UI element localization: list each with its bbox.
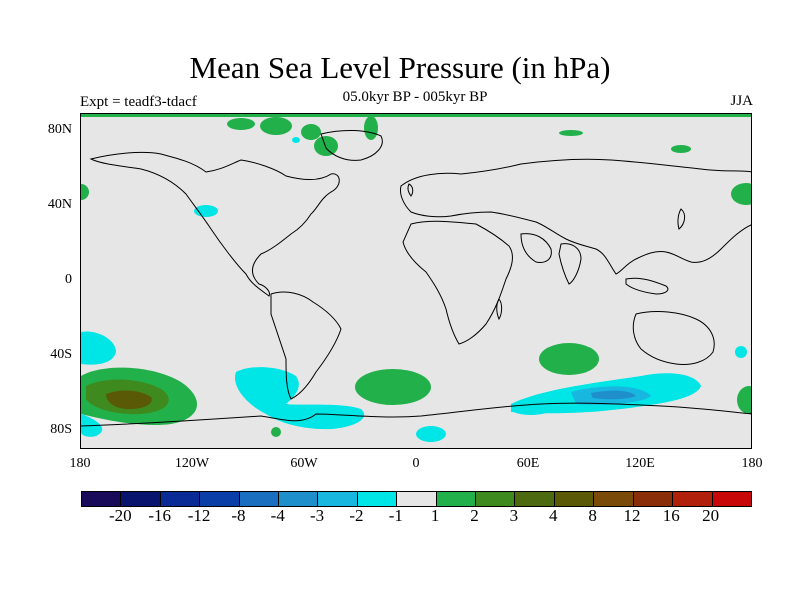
colorbar-label: 1 (430, 506, 440, 525)
spacific-neg-a (81, 331, 116, 365)
coast-south-america (270, 291, 342, 400)
colorbar-swatch (160, 492, 201, 506)
arctic-band (81, 114, 751, 117)
experiment-label: Expt = teadf3-tdacf (80, 94, 197, 110)
colorbar-swatch (712, 492, 751, 506)
colorbar-label: -4 (270, 506, 285, 525)
x-tick-120e: 120E (625, 456, 655, 471)
y-tick-80s: 80S (50, 422, 72, 437)
arctic-blob-4 (364, 116, 378, 140)
colorbar-swatch (633, 492, 674, 506)
antarctic-neg-2 (511, 403, 551, 415)
colorbar-label: -2 (349, 506, 364, 525)
colorbar-label: 20 (702, 506, 720, 525)
coast-uk (407, 183, 414, 197)
arctic-blob-6 (671, 145, 691, 153)
x-tick-60e: 60E (516, 456, 540, 471)
arctic-blob-5 (559, 130, 583, 136)
colorbar-label: 16 (662, 506, 680, 525)
season-label: JJA (730, 93, 753, 109)
x-tick-120w: 120W (174, 456, 210, 471)
coast-antarctica (81, 402, 751, 427)
colorbar-swatch (239, 492, 280, 506)
npacific-blob-w (81, 184, 89, 200)
colorbar-swatch (121, 492, 161, 506)
colorbar-swatch (476, 492, 516, 506)
y-tick-40n: 40N (47, 197, 72, 212)
colorbar-label: -20 (109, 506, 132, 525)
antarctic-neg (416, 426, 446, 442)
x-tick-0: 0 (412, 456, 420, 471)
x-tick-180w: 180 (69, 456, 91, 471)
coast-india (558, 243, 582, 285)
ne-pacific-neg (194, 205, 218, 217)
y-tick-0: 0 (65, 272, 72, 287)
colorbar-swatch (397, 492, 437, 506)
chart-title: Mean Sea Level Pressure (in hPa) (189, 50, 611, 85)
map-frame (80, 113, 752, 449)
colorbar-swatch (673, 492, 713, 506)
colorbar-label: -1 (388, 506, 403, 525)
sindian-neg3 (591, 390, 636, 400)
colorbar-label: 12 (623, 506, 641, 525)
colorbar-label: -8 (231, 506, 246, 525)
coast-greenland (320, 130, 383, 161)
colorbar-label: 8 (588, 506, 597, 525)
coast-africa (402, 220, 513, 345)
chart-subtitle: 05.0kyr BP - 005kyr BP (342, 89, 488, 105)
arctic-blob-2 (260, 117, 292, 135)
arctic-blob-3 (301, 124, 321, 140)
colorbar-label: 2 (470, 506, 479, 525)
colorbar-swatch (82, 492, 122, 506)
indian-pos (539, 343, 599, 375)
colorbar-label: 4 (548, 506, 558, 525)
colorbar-swatch (279, 492, 319, 506)
map-plot (81, 114, 751, 442)
colorbar-swatch (318, 492, 358, 506)
arctic-neg-1 (292, 137, 300, 143)
colorbar-label: -12 (187, 506, 211, 525)
nz-pos (737, 386, 751, 414)
colorbar-swatch (357, 492, 398, 506)
colorbar-swatch (200, 492, 240, 506)
colorbar-label: -16 (148, 506, 172, 525)
npacific-blob-e (731, 183, 751, 205)
coastlines (81, 130, 751, 427)
x-tick-60w: 60W (290, 456, 318, 471)
y-tick-40s: 40S (50, 347, 72, 362)
drake-neg (235, 367, 365, 430)
colorbar (81, 491, 752, 507)
antarctic-pos (271, 427, 281, 437)
coast-australia (632, 311, 715, 365)
coast-indonesia (625, 277, 669, 295)
satlantic-pos (355, 369, 431, 405)
y-tick-80n: 80N (47, 122, 72, 137)
greenland-blob (314, 136, 338, 156)
coast-arabia (520, 233, 552, 263)
spacific-pos3 (106, 390, 152, 410)
nz-neg (735, 346, 747, 358)
coast-japan (677, 208, 686, 230)
arctic-blob-1 (227, 118, 255, 130)
x-tick-180e: 180 (741, 456, 763, 471)
coast-madagascar (496, 298, 503, 321)
coast-north-america (89, 151, 340, 297)
colorbar-label: -3 (310, 506, 325, 525)
coast-eurasia (400, 158, 751, 275)
colorbar-swatch (515, 492, 555, 506)
colorbar-swatch (594, 492, 634, 506)
colorbar-swatch (554, 492, 595, 506)
colorbar-swatch (436, 492, 477, 506)
colorbar-label: 3 (509, 506, 519, 525)
